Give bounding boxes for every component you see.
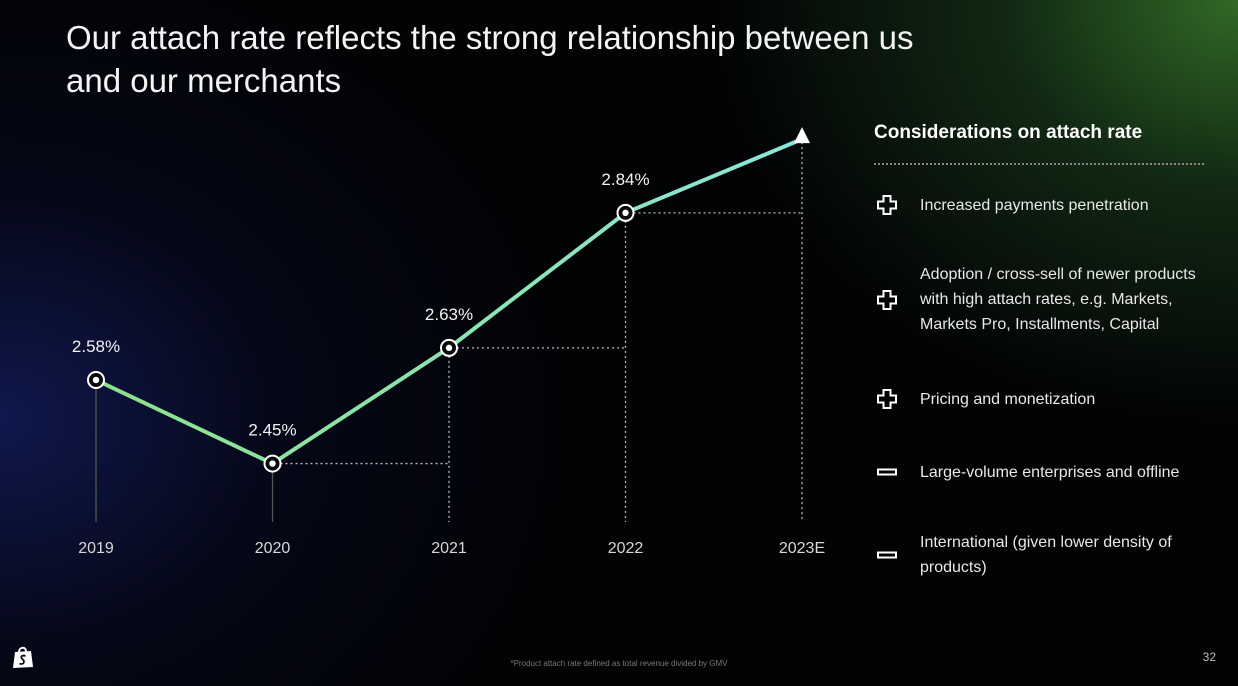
- data-labels: 2.58% 2.45% 2.63% 2.84%: [72, 170, 650, 440]
- drop-lines: [95, 137, 803, 522]
- consideration-text: Increased payments penetration: [920, 196, 1149, 214]
- plus-icon: [874, 287, 900, 313]
- data-point-center: [269, 460, 276, 467]
- consideration-text: Adoption / cross-sell of newer products …: [920, 266, 1196, 333]
- x-tick-labels: 2019 2020 2021 2022 2023E: [78, 540, 825, 557]
- data-label: 2.84%: [601, 170, 649, 189]
- consideration-item: Large-volume enterprises and offline: [874, 459, 1219, 485]
- x-tick-label: 2022: [608, 540, 644, 557]
- consideration-text: Pricing and monetization: [920, 390, 1096, 408]
- plus-icon: [874, 386, 900, 412]
- projection-arrow: [794, 127, 810, 144]
- attach-rate-chart: 2.58% 2.45% 2.63% 2.84% 2019 2020 2021 2022 202…: [72, 127, 825, 557]
- consideration-item: Increased payments penetration: [874, 192, 1219, 218]
- shopify-bag-icon: [12, 645, 34, 674]
- data-label: 2.45%: [248, 421, 296, 440]
- series-line: [95, 137, 803, 466]
- x-tick-label: 2021: [431, 540, 467, 557]
- data-label: 2.58%: [72, 337, 120, 356]
- consideration-item: Adoption / cross-sell of newer products …: [874, 262, 1219, 337]
- data-point-center: [445, 344, 453, 352]
- x-tick-label: 2019: [78, 540, 114, 557]
- considerations-title: Considerations on attach rate: [874, 122, 1143, 143]
- consideration-item: International (given lower density of pr…: [874, 530, 1219, 580]
- minus-icon: [874, 459, 900, 485]
- guide-lines: [280, 212, 802, 465]
- slide-title: Our attach rate reflects the strong rela…: [66, 19, 914, 99]
- consideration-text: International (given lower density of pr…: [920, 534, 1172, 576]
- plus-icon: [874, 192, 900, 218]
- data-point-center: [622, 209, 629, 217]
- x-tick-label: 2023E: [779, 540, 825, 557]
- consideration-text: Large-volume enterprises and offline: [920, 463, 1180, 481]
- x-tick-label: 2020: [255, 540, 291, 557]
- footnote: *Product attach rate defined as total re…: [510, 659, 728, 668]
- dotted-divider: [874, 163, 1204, 165]
- considerations-panel: Considerations on attach rate Increased …: [874, 118, 1214, 576]
- data-points: [87, 127, 810, 473]
- data-label: 2.63%: [425, 305, 473, 324]
- minus-icon: [874, 542, 900, 568]
- data-point-center: [92, 376, 100, 384]
- page-number: 32: [1202, 650, 1216, 664]
- consideration-item: Pricing and monetization: [874, 386, 1219, 412]
